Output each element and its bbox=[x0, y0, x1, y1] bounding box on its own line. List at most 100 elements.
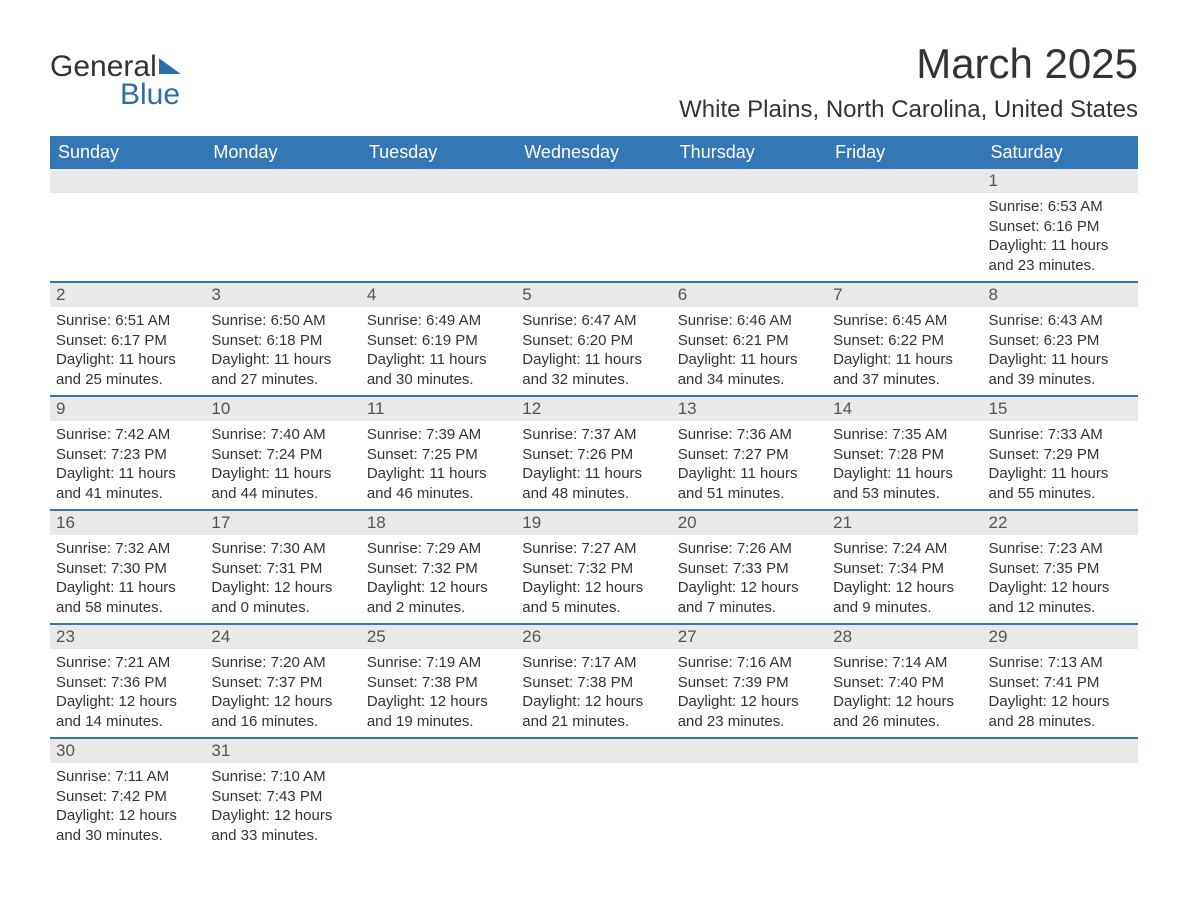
day-sunset: Sunset: 6:17 PM bbox=[56, 331, 199, 351]
day-sunrise: Sunrise: 7:16 AM bbox=[678, 653, 821, 673]
day-sunset: Sunset: 7:41 PM bbox=[989, 673, 1132, 693]
day-number: 25 bbox=[361, 625, 516, 649]
day-sunset: Sunset: 7:33 PM bbox=[678, 559, 821, 579]
day-body: Sunrise: 6:50 AMSunset: 6:18 PMDaylight:… bbox=[205, 307, 360, 395]
day-body bbox=[672, 763, 827, 833]
day-sunrise: Sunrise: 7:13 AM bbox=[989, 653, 1132, 673]
day-daylight2: and 26 minutes. bbox=[833, 712, 976, 732]
day-sunset: Sunset: 7:43 PM bbox=[211, 787, 354, 807]
day-number bbox=[361, 739, 516, 763]
calendar-table: Sunday Monday Tuesday Wednesday Thursday… bbox=[50, 136, 1138, 851]
day-number: 29 bbox=[983, 625, 1138, 649]
day-sunrise: Sunrise: 6:50 AM bbox=[211, 311, 354, 331]
day-daylight2: and 32 minutes. bbox=[522, 370, 665, 390]
calendar-day-cell: 29 Sunrise: 7:13 AMSunset: 7:41 PMDayligh… bbox=[983, 624, 1138, 738]
day-body bbox=[50, 193, 205, 263]
day-sunrise: Sunrise: 6:45 AM bbox=[833, 311, 976, 331]
calendar-week-row: 9Sunrise: 7:42 AMSunset: 7:23 PMDaylight… bbox=[50, 396, 1138, 510]
calendar-week-row: 16Sunrise: 7:32 AMSunset: 7:30 PMDayligh… bbox=[50, 510, 1138, 624]
day-body: Sunrise: 7:27 AMSunset: 7:32 PMDaylight:… bbox=[516, 535, 671, 623]
day-body bbox=[983, 763, 1138, 833]
day-daylight2: and 0 minutes. bbox=[211, 598, 354, 618]
day-number: 22 bbox=[983, 511, 1138, 535]
day-body: Sunrise: 7:32 AMSunset: 7:30 PMDaylight:… bbox=[50, 535, 205, 623]
day-daylight2: and 27 minutes. bbox=[211, 370, 354, 390]
day-sunset: Sunset: 6:21 PM bbox=[678, 331, 821, 351]
day-sunrise: Sunrise: 6:49 AM bbox=[367, 311, 510, 331]
day-daylight2: and 14 minutes. bbox=[56, 712, 199, 732]
day-sunrise: Sunrise: 7:21 AM bbox=[56, 653, 199, 673]
day-body: Sunrise: 7:24 AMSunset: 7:34 PMDaylight:… bbox=[827, 535, 982, 623]
day-body bbox=[672, 193, 827, 263]
day-daylight2: and 7 minutes. bbox=[678, 598, 821, 618]
day-sunset: Sunset: 7:42 PM bbox=[56, 787, 199, 807]
day-number: 27 bbox=[672, 625, 827, 649]
day-sunrise: Sunrise: 7:24 AM bbox=[833, 539, 976, 559]
day-sunrise: Sunrise: 6:46 AM bbox=[678, 311, 821, 331]
day-sunset: Sunset: 7:25 PM bbox=[367, 445, 510, 465]
calendar-day-cell bbox=[827, 169, 982, 282]
day-daylight1: Daylight: 11 hours bbox=[56, 578, 199, 598]
header: General Blue March 2025 White Plains, No… bbox=[50, 40, 1138, 124]
day-daylight1: Daylight: 11 hours bbox=[522, 350, 665, 370]
calendar-day-cell bbox=[672, 738, 827, 851]
day-number: 15 bbox=[983, 397, 1138, 421]
day-daylight2: and 5 minutes. bbox=[522, 598, 665, 618]
day-sunset: Sunset: 7:36 PM bbox=[56, 673, 199, 693]
calendar-day-cell: 19Sunrise: 7:27 AMSunset: 7:32 PMDayligh… bbox=[516, 510, 671, 624]
day-body: Sunrise: 7:21 AMSunset: 7:36 PMDaylight:… bbox=[50, 649, 205, 737]
day-body: Sunrise: 6:51 AMSunset: 6:17 PMDaylight:… bbox=[50, 307, 205, 395]
day-sunrise: Sunrise: 7:30 AM bbox=[211, 539, 354, 559]
day-sunset: Sunset: 7:27 PM bbox=[678, 445, 821, 465]
day-number: 17 bbox=[205, 511, 360, 535]
weekday-header: Sunday bbox=[50, 136, 205, 169]
day-body: Sunrise: 7:35 AMSunset: 7:28 PMDaylight:… bbox=[827, 421, 982, 509]
day-number: 7 bbox=[827, 283, 982, 307]
day-sunset: Sunset: 7:38 PM bbox=[522, 673, 665, 693]
day-sunset: Sunset: 6:18 PM bbox=[211, 331, 354, 351]
day-daylight2: and 39 minutes. bbox=[989, 370, 1132, 390]
day-body: Sunrise: 7:30 AMSunset: 7:31 PMDaylight:… bbox=[205, 535, 360, 623]
title-block: March 2025 White Plains, North Carolina,… bbox=[679, 40, 1138, 124]
calendar-day-cell: 18Sunrise: 7:29 AMSunset: 7:32 PMDayligh… bbox=[361, 510, 516, 624]
day-daylight2: and 30 minutes. bbox=[56, 826, 199, 846]
day-body bbox=[361, 763, 516, 833]
day-daylight1: Daylight: 11 hours bbox=[367, 464, 510, 484]
day-body bbox=[516, 763, 671, 833]
month-title: March 2025 bbox=[679, 40, 1138, 88]
day-body: Sunrise: 7:26 AMSunset: 7:33 PMDaylight:… bbox=[672, 535, 827, 623]
day-number: 2 bbox=[50, 283, 205, 307]
day-sunrise: Sunrise: 7:17 AM bbox=[522, 653, 665, 673]
day-daylight2: and 19 minutes. bbox=[367, 712, 510, 732]
day-sunset: Sunset: 7:23 PM bbox=[56, 445, 199, 465]
day-sunrise: Sunrise: 7:36 AM bbox=[678, 425, 821, 445]
calendar-day-cell: 10Sunrise: 7:40 AMSunset: 7:24 PMDayligh… bbox=[205, 396, 360, 510]
day-sunrise: Sunrise: 7:19 AM bbox=[367, 653, 510, 673]
day-sunrise: Sunrise: 6:51 AM bbox=[56, 311, 199, 331]
calendar-day-cell bbox=[983, 738, 1138, 851]
day-number bbox=[50, 169, 205, 193]
day-daylight1: Daylight: 12 hours bbox=[678, 578, 821, 598]
calendar-day-cell: 21Sunrise: 7:24 AMSunset: 7:34 PMDayligh… bbox=[827, 510, 982, 624]
day-number: 3 bbox=[205, 283, 360, 307]
day-daylight1: Daylight: 12 hours bbox=[678, 692, 821, 712]
calendar-day-cell: 22Sunrise: 7:23 AMSunset: 7:35 PMDayligh… bbox=[983, 510, 1138, 624]
calendar-day-cell: 14Sunrise: 7:35 AMSunset: 7:28 PMDayligh… bbox=[827, 396, 982, 510]
day-daylight2: and 12 minutes. bbox=[989, 598, 1132, 618]
day-number: 5 bbox=[516, 283, 671, 307]
weekday-header: Saturday bbox=[983, 136, 1138, 169]
calendar-week-row: 1Sunrise: 6:53 AMSunset: 6:16 PMDaylight… bbox=[50, 169, 1138, 282]
day-body: Sunrise: 6:45 AMSunset: 6:22 PMDaylight:… bbox=[827, 307, 982, 395]
calendar-day-cell: 28Sunrise: 7:14 AMSunset: 7:40 PMDayligh… bbox=[827, 624, 982, 738]
day-daylight1: Daylight: 12 hours bbox=[989, 692, 1132, 712]
day-daylight2: and 2 minutes. bbox=[367, 598, 510, 618]
day-body: Sunrise: 6:53 AMSunset: 6:16 PMDaylight:… bbox=[983, 193, 1138, 281]
calendar-day-cell: 17Sunrise: 7:30 AMSunset: 7:31 PMDayligh… bbox=[205, 510, 360, 624]
day-body: Sunrise: 7:36 AMSunset: 7:27 PMDaylight:… bbox=[672, 421, 827, 509]
calendar-day-cell: 11Sunrise: 7:39 AMSunset: 7:25 PMDayligh… bbox=[361, 396, 516, 510]
day-sunset: Sunset: 7:32 PM bbox=[522, 559, 665, 579]
day-daylight1: Daylight: 12 hours bbox=[989, 578, 1132, 598]
day-daylight2: and 53 minutes. bbox=[833, 484, 976, 504]
day-daylight2: and 21 minutes. bbox=[522, 712, 665, 732]
day-daylight1: Daylight: 11 hours bbox=[989, 464, 1132, 484]
